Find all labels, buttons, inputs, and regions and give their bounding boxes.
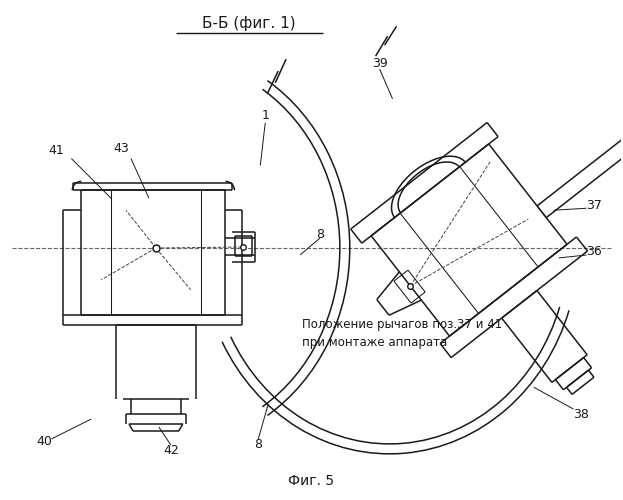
Text: Фиг. 5: Фиг. 5 (288, 474, 334, 488)
Text: Б-Б (фиг. 1): Б-Б (фиг. 1) (201, 16, 295, 31)
Text: 36: 36 (586, 246, 602, 258)
Text: 39: 39 (372, 56, 388, 70)
Text: 8: 8 (316, 228, 324, 240)
Text: 1: 1 (261, 110, 269, 122)
Text: 43: 43 (113, 142, 129, 155)
Text: 37: 37 (586, 198, 602, 212)
Text: Положение рычагов поз.37 и 41
при монтаже аппарата: Положение рычагов поз.37 и 41 при монтаж… (302, 318, 502, 348)
Text: 8: 8 (254, 438, 262, 452)
Text: 41: 41 (49, 144, 64, 157)
Text: 38: 38 (574, 408, 589, 420)
Text: 42: 42 (163, 444, 179, 458)
Text: 40: 40 (37, 436, 52, 448)
